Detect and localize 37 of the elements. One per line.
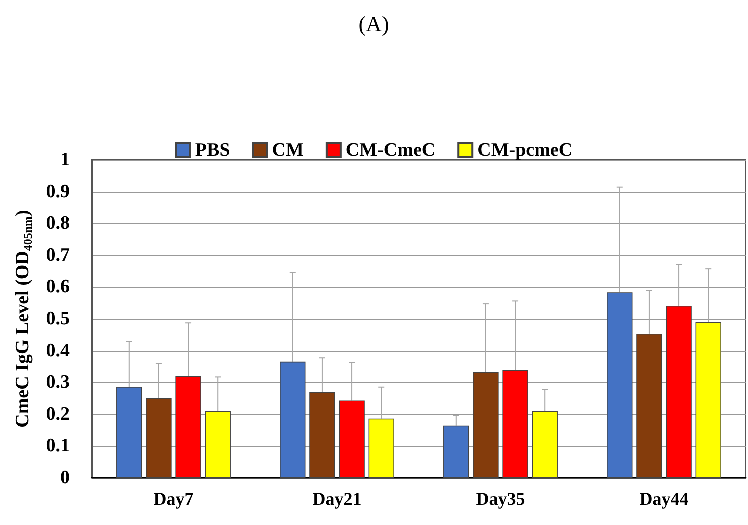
bar — [310, 392, 336, 478]
y-tick-label: 0.1 — [46, 436, 70, 457]
y-tick-label: 0.6 — [46, 276, 70, 298]
bar — [280, 362, 306, 478]
x-tick-label: Day44 — [640, 489, 689, 509]
y-tick-label: 0.3 — [46, 372, 70, 394]
bar — [607, 292, 633, 478]
bar — [473, 372, 499, 478]
bar — [116, 387, 142, 478]
x-tick-label: Day21 — [312, 489, 362, 509]
y-tick-label: 0.5 — [46, 308, 70, 330]
bar — [532, 412, 558, 478]
bar — [339, 400, 365, 478]
y-tick-label: 0.9 — [46, 181, 70, 202]
y-tick-label: 0 — [60, 468, 70, 488]
y-tick-label: 1 — [60, 150, 70, 170]
chart-title: (A) — [358, 12, 390, 36]
bar — [444, 426, 470, 478]
x-tick-label: Day7 — [154, 489, 194, 509]
legend-label: CM — [272, 140, 304, 161]
bar — [146, 398, 172, 478]
y-tick-label: 0.7 — [46, 244, 70, 266]
legend-label: CM-pcmeC — [478, 140, 573, 161]
y-tick-label: 0.2 — [46, 404, 70, 425]
bar — [368, 418, 394, 478]
bar — [176, 376, 202, 478]
legend-label: PBS — [195, 140, 230, 161]
y-axis-title: CmeC IgG Level (OD405nm) — [12, 210, 35, 428]
bar — [666, 306, 692, 478]
bar — [636, 334, 662, 478]
y-tick-label: 0.8 — [46, 213, 70, 234]
x-tick-label: Day35 — [476, 489, 526, 509]
bar — [502, 370, 528, 478]
legend-label: CM-CmeC — [346, 140, 436, 161]
y-tick-label: 0.4 — [46, 340, 70, 362]
bar — [205, 411, 231, 478]
bar — [696, 322, 722, 478]
